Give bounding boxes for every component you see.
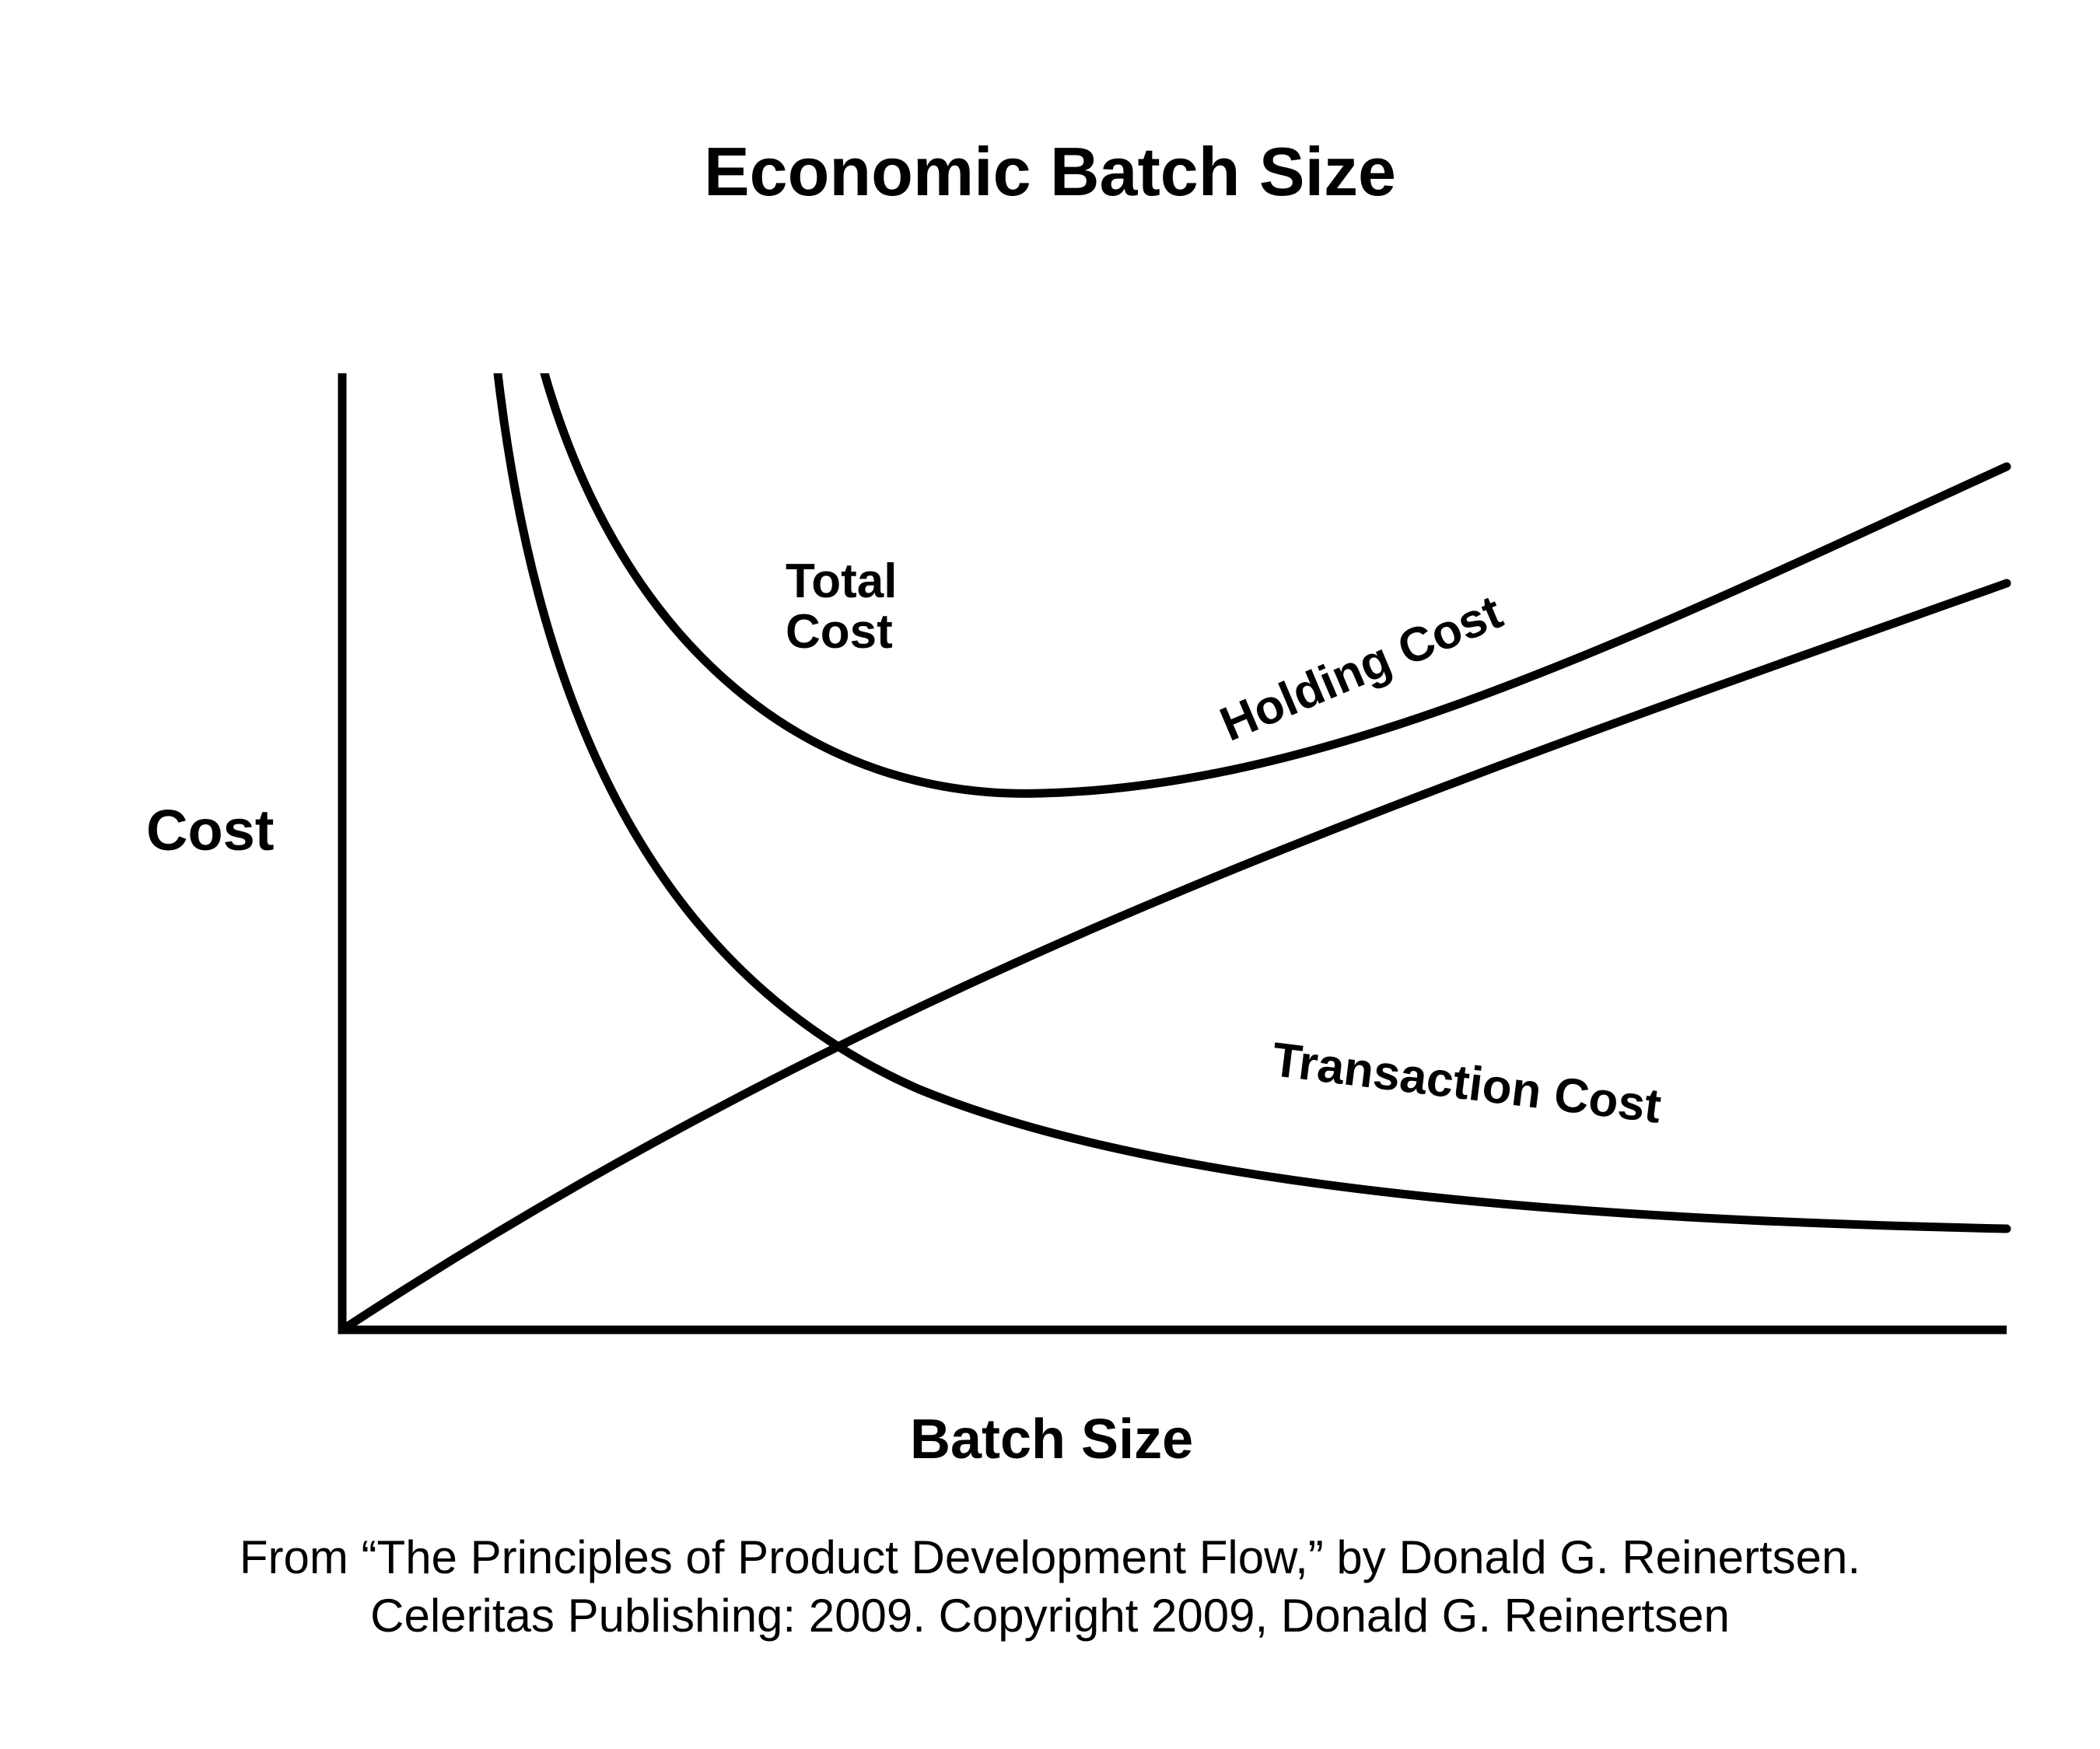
attribution-line-2: Celeritas Publishing: 2009. Copyright 20… xyxy=(370,1590,1730,1642)
y-axis-label: Cost xyxy=(146,797,274,863)
attribution: From “The Principles of Product Developm… xyxy=(0,1528,2100,1645)
axes xyxy=(342,373,2007,1330)
chart-plot xyxy=(327,373,2022,1353)
x-axis-label: Batch Size xyxy=(910,1408,1193,1471)
chart-title: Economic Batch Size xyxy=(0,132,2100,212)
total-cost-label: Total Cost xyxy=(786,556,898,657)
attribution-line-1: From “The Principles of Product Developm… xyxy=(240,1531,1860,1583)
